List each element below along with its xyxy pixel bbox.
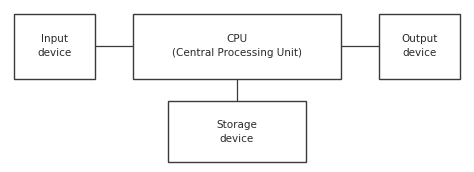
- Text: Storage
device: Storage device: [217, 120, 257, 144]
- Text: CPU
(Central Processing Unit): CPU (Central Processing Unit): [172, 34, 302, 58]
- FancyBboxPatch shape: [168, 101, 306, 162]
- Text: Output
device: Output device: [401, 34, 438, 58]
- FancyBboxPatch shape: [133, 14, 341, 79]
- Text: Input
device: Input device: [37, 34, 72, 58]
- FancyBboxPatch shape: [379, 14, 460, 79]
- FancyBboxPatch shape: [14, 14, 95, 79]
